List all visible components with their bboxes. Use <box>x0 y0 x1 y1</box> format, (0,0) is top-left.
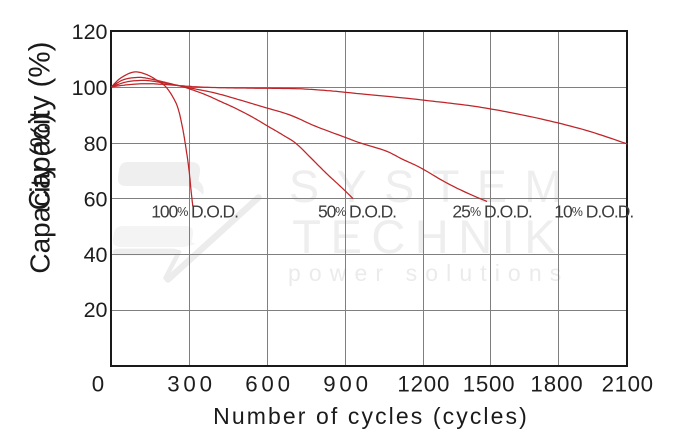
svg-text:10% D.O.D.: 10% D.O.D. <box>554 202 633 222</box>
svg-text:1800: 1800 <box>530 371 583 396</box>
svg-text:100: 100 <box>72 76 108 100</box>
svg-text:Capacity (%): Capacity (%) <box>25 113 56 273</box>
svg-text:Number of cycles (cycles): Number of cycles (cycles) <box>213 403 529 429</box>
svg-text:Capacity (%): Capacity (%) <box>24 42 57 211</box>
svg-text:0: 0 <box>92 371 104 396</box>
svg-text:1200: 1200 <box>397 371 450 396</box>
svg-text:600: 600 <box>245 371 294 396</box>
svg-text:power solutions: power solutions <box>288 260 569 286</box>
svg-text:SYSTEM: SYSTEM <box>289 161 580 212</box>
svg-text:900: 900 <box>323 371 372 396</box>
svg-text:50% D.O.D.: 50% D.O.D. <box>318 202 396 222</box>
svg-text:25% D.O.D.: 25% D.O.D. <box>452 202 532 222</box>
svg-text:20: 20 <box>84 298 108 322</box>
svg-text:100% D.O.D.: 100% D.O.D. <box>151 202 238 222</box>
svg-text:40: 40 <box>84 243 108 267</box>
svg-text:2100: 2100 <box>602 371 654 396</box>
svg-text:60: 60 <box>84 187 108 211</box>
svg-text:120: 120 <box>72 20 108 44</box>
svg-text:300: 300 <box>167 371 216 396</box>
svg-text:1500: 1500 <box>463 371 515 396</box>
svg-text:80: 80 <box>84 132 108 156</box>
